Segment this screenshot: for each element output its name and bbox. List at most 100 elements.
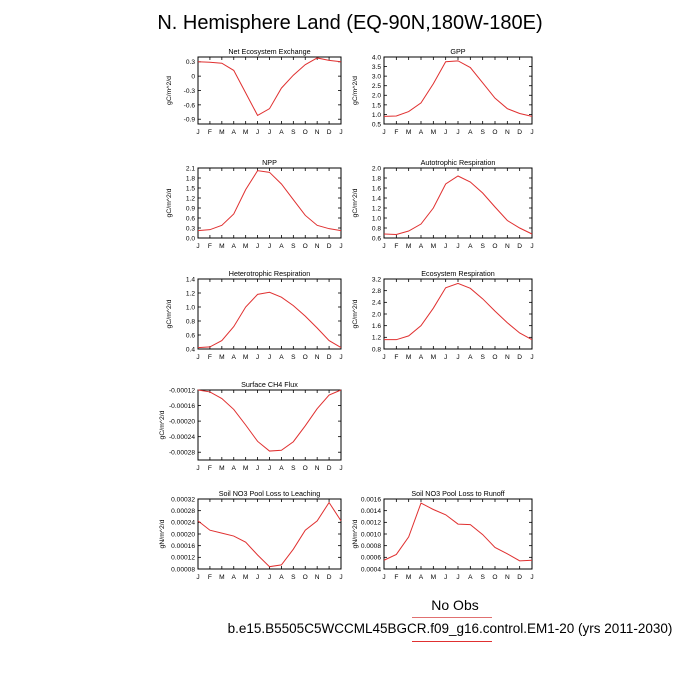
x-tick-label: J [268,465,271,472]
x-tick-label: J [444,243,447,250]
x-tick-label: M [219,465,225,472]
x-tick-label: O [492,354,497,361]
x-tick-label: O [303,243,308,250]
x-tick-label: J [196,465,199,472]
x-tick-label: A [419,574,424,581]
y-tick-label: 0.4 [186,346,195,353]
x-tick-label: O [492,574,497,581]
y-tick-label: 0.00008 [171,566,195,573]
y-tick-label: 0.8 [372,346,381,353]
chart-panel: Surface CH4 Flux gC/m^2/d -0.00012 -0.00016… [159,380,343,472]
x-tick-label: J [444,354,447,361]
y-tick-label: 0.9 [186,205,195,212]
x-tick-label: J [339,129,342,136]
x-tick-label: A [468,574,473,581]
y-tick-label: 0.00024 [171,520,195,527]
plot-frame [197,389,342,461]
x-tick-label: J [339,574,342,581]
x-tick-label: M [431,243,437,250]
x-tick-label: J [339,465,342,472]
x-tick-label: J [444,574,447,581]
x-tick-label: J [256,354,259,361]
y-tick-label: 1.0 [372,215,381,222]
series-line [197,501,342,568]
x-tick-label: A [468,129,473,136]
x-tick-label: S [480,574,485,581]
y-tick-label: 1.0 [372,112,381,119]
x-tick-label: M [431,574,437,581]
x-tick-label: J [268,354,271,361]
y-axis-label: gC/m^2/d [159,410,166,439]
series-line [197,291,342,349]
x-tick-label: A [419,243,424,250]
x-tick-label: F [208,354,212,361]
x-tick-label: J [382,129,385,136]
x-tick-label: S [480,243,485,250]
chart-title: Net Ecosystem Exchange [228,47,310,56]
x-tick-label: O [303,465,308,472]
chart-panel: Net Ecosystem Exchange gC/m^2/d 0.3 0 -0.3 -0… [166,47,343,136]
x-tick-label: M [219,243,225,250]
x-tick-label: D [517,129,522,136]
plot-frame [197,56,342,125]
y-tick-label: 2.1 [186,165,195,172]
chart-panel: Soil NO3 Pool Loss to Leaching gN/m^2/d 0.… [159,489,343,581]
x-tick-label: J [339,243,342,250]
y-tick-label: -0.00016 [169,403,195,410]
legend-obs-label: No Obs [431,597,479,613]
x-tick-label: J [256,574,259,581]
x-tick-label: J [382,354,385,361]
x-tick-label: N [505,243,510,250]
x-tick-label: J [196,129,199,136]
x-tick-label: D [327,354,332,361]
x-tick-label: D [327,465,332,472]
x-tick-label: J [268,243,271,250]
x-tick-label: M [243,354,249,361]
series-line [383,502,533,562]
x-tick-label: M [219,354,225,361]
x-tick-label: F [208,243,212,250]
series-line [197,389,342,452]
x-tick-label: J [444,129,447,136]
y-axis-label: gC/m^2/d [166,188,173,217]
chart-title: Heterotrophic Respiration [229,269,311,278]
y-tick-label: 3.5 [372,64,381,71]
chart-panel: Ecosystem Respiration gC/m^2/d 0.8 1.2 1.6 2.… [352,269,534,361]
x-tick-label: F [394,243,398,250]
y-tick-label: 2.8 [372,288,381,295]
y-tick-label: 2.0 [372,311,381,318]
x-tick-label: J [382,243,385,250]
y-tick-label: 1.5 [186,185,195,192]
x-tick-label: N [315,465,320,472]
x-tick-label: A [279,243,284,250]
legend-case-label: b.e15.B5505C5WCCML45BGCR.f09_g16.control… [227,621,673,636]
x-tick-label: N [505,574,510,581]
x-tick-label: F [394,354,398,361]
y-tick-label: 0.00032 [171,496,195,503]
x-tick-label: J [256,243,259,250]
y-tick-label: 0.3 [186,225,195,232]
y-tick-label: 0.00016 [171,543,195,550]
y-axis-label: gC/m^2/d [352,188,359,217]
x-tick-label: M [219,129,225,136]
y-tick-label: 4.0 [372,54,381,61]
y-tick-label: 1.4 [186,276,195,283]
x-tick-label: A [419,354,424,361]
y-tick-label: 0.0006 [361,555,382,562]
legend-obs-line [412,617,492,618]
y-tick-label: 1.2 [372,205,381,212]
x-tick-label: M [431,354,437,361]
y-tick-label: -0.00024 [169,434,195,441]
x-tick-label: M [219,574,225,581]
y-tick-label: 0.0012 [361,520,382,527]
x-tick-label: D [517,243,522,250]
x-tick-label: J [268,574,271,581]
x-tick-label: A [279,574,284,581]
x-tick-label: J [382,574,385,581]
series-line [197,57,342,117]
x-tick-label: J [196,354,199,361]
y-tick-label: 0.3 [186,59,195,66]
page-title: N. Hemisphere Land (EQ-90N,180W-180E) [157,12,543,34]
y-tick-label: 0.0016 [361,496,382,503]
